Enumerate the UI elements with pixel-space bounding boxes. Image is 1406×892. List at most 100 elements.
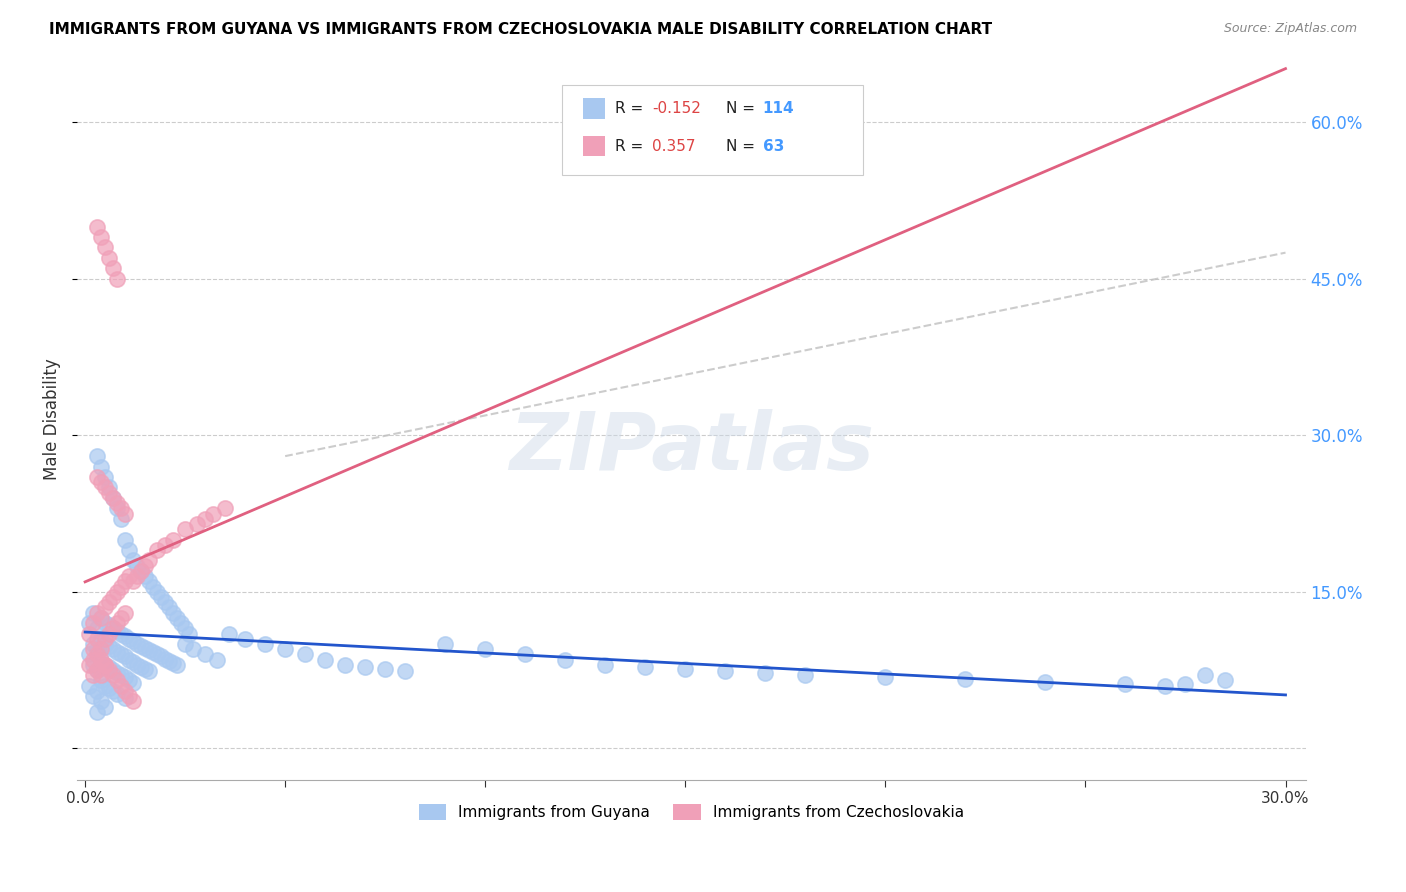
Point xyxy=(114,670,136,684)
Point xyxy=(122,574,145,589)
Point xyxy=(101,621,124,635)
Point xyxy=(82,606,104,620)
Point xyxy=(673,662,696,676)
Point xyxy=(98,663,121,677)
Point xyxy=(101,642,124,657)
Point xyxy=(98,480,121,494)
Point xyxy=(105,673,128,688)
FancyBboxPatch shape xyxy=(562,85,863,175)
Point xyxy=(118,632,141,646)
Point xyxy=(114,507,136,521)
Point xyxy=(274,642,297,657)
Point xyxy=(101,491,124,505)
Point xyxy=(118,673,141,688)
Point xyxy=(94,679,117,693)
Point xyxy=(157,600,180,615)
Point xyxy=(754,666,776,681)
Point xyxy=(114,574,136,589)
Point xyxy=(118,652,141,666)
Point xyxy=(875,670,897,684)
Text: R =: R = xyxy=(616,138,644,153)
Point xyxy=(105,624,128,639)
Point xyxy=(86,642,108,657)
Point xyxy=(90,475,112,490)
Point xyxy=(114,691,136,706)
Point xyxy=(1154,679,1177,693)
Point xyxy=(122,694,145,708)
Point xyxy=(86,219,108,234)
Point xyxy=(110,626,132,640)
Point xyxy=(82,668,104,682)
Point xyxy=(214,501,236,516)
Point xyxy=(82,689,104,703)
Point xyxy=(122,675,145,690)
Point xyxy=(101,590,124,604)
Point xyxy=(98,660,121,674)
Point xyxy=(94,699,117,714)
Point xyxy=(101,261,124,276)
Point xyxy=(474,642,496,657)
Point xyxy=(153,651,176,665)
Point xyxy=(82,637,104,651)
Point xyxy=(77,648,100,662)
Point xyxy=(77,679,100,693)
Point xyxy=(86,705,108,719)
Point xyxy=(127,637,149,651)
Point xyxy=(146,648,169,662)
Y-axis label: Male Disability: Male Disability xyxy=(44,359,60,481)
Point xyxy=(166,611,188,625)
Point xyxy=(138,664,160,678)
Point xyxy=(90,652,112,666)
Text: 0.357: 0.357 xyxy=(652,138,696,153)
Point xyxy=(110,668,132,682)
Point xyxy=(101,491,124,505)
Point xyxy=(434,637,457,651)
Point xyxy=(174,621,197,635)
Point xyxy=(105,687,128,701)
Point xyxy=(105,645,128,659)
Point xyxy=(77,657,100,672)
Point xyxy=(86,449,108,463)
Point xyxy=(110,501,132,516)
Point xyxy=(714,664,737,678)
Point xyxy=(90,673,112,688)
Point xyxy=(202,507,225,521)
Point xyxy=(90,694,112,708)
Text: 63: 63 xyxy=(762,138,785,153)
Point xyxy=(129,564,152,578)
Point xyxy=(134,662,156,676)
Point xyxy=(86,632,108,646)
Point xyxy=(1114,676,1136,690)
Point xyxy=(94,632,117,646)
Point xyxy=(94,480,117,494)
Point xyxy=(134,558,156,573)
Point xyxy=(1194,668,1216,682)
Point xyxy=(335,657,357,672)
FancyBboxPatch shape xyxy=(583,136,606,156)
Point xyxy=(90,642,112,657)
Text: N =: N = xyxy=(725,138,755,153)
Point xyxy=(294,648,316,662)
Point xyxy=(150,649,173,664)
Point xyxy=(110,611,132,625)
Point xyxy=(166,657,188,672)
Text: 114: 114 xyxy=(762,101,794,116)
Point xyxy=(98,639,121,653)
Point xyxy=(127,558,149,573)
Point xyxy=(94,657,117,672)
Point xyxy=(134,641,156,656)
Point xyxy=(1174,676,1197,690)
Point xyxy=(94,240,117,254)
Point xyxy=(105,584,128,599)
Point xyxy=(98,595,121,609)
Point xyxy=(114,606,136,620)
Point xyxy=(186,516,208,531)
Point xyxy=(101,663,124,677)
Legend: Immigrants from Guyana, Immigrants from Czechoslovakia: Immigrants from Guyana, Immigrants from … xyxy=(412,797,970,826)
Point xyxy=(118,543,141,558)
Point xyxy=(94,600,117,615)
Point xyxy=(101,668,124,682)
Point xyxy=(794,668,817,682)
Point xyxy=(82,657,104,672)
Point xyxy=(105,616,128,631)
